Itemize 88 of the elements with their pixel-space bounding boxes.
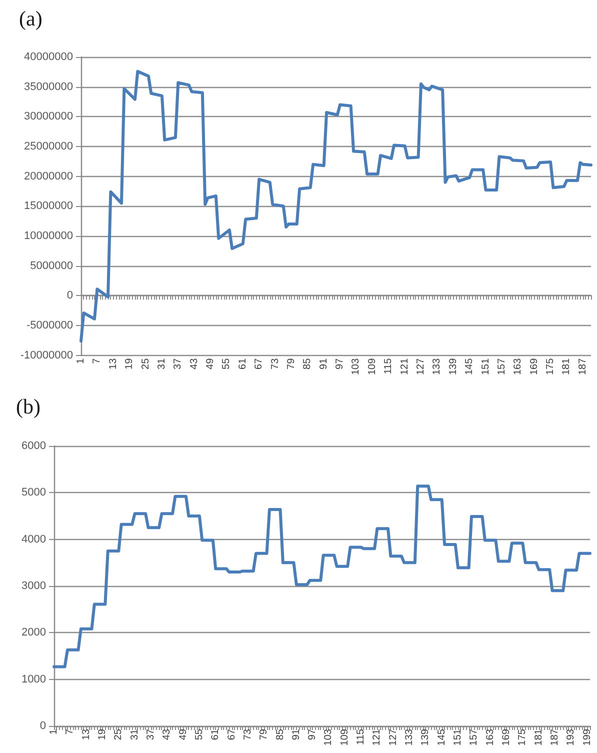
- x-tick-label: 1: [48, 728, 60, 735]
- chart-title: (b): [16, 394, 40, 418]
- x-tick-label: 67: [254, 358, 265, 370]
- x-tick-label: 19: [96, 728, 108, 740]
- x-tick-label: 169: [528, 358, 540, 376]
- x-tick-label: 193: [566, 728, 577, 746]
- x-tick-label: 37: [172, 358, 184, 370]
- x-tick-label: 163: [484, 728, 496, 746]
- x-tick-label: 85: [302, 358, 314, 370]
- x-tick-label: 43: [162, 728, 173, 740]
- x-tick-label: 61: [210, 728, 222, 740]
- x-tick-label: 115: [383, 358, 394, 374]
- x-tick-label: 139: [448, 358, 459, 376]
- chart-title: (a): [19, 6, 42, 30]
- x-tick-label: 187: [549, 728, 560, 746]
- y-tick-label: 0: [66, 290, 73, 302]
- x-tick-label: 181: [533, 728, 544, 746]
- x-tick-label: 55: [194, 728, 205, 740]
- x-tick-label: 157: [496, 358, 508, 376]
- y-tick-label: 20000000: [24, 170, 73, 182]
- x-tick-label: 175: [517, 728, 528, 746]
- x-tick-label: 109: [366, 358, 378, 376]
- y-tick-label: 3000: [22, 580, 46, 592]
- y-tick-label: 4000: [22, 533, 46, 546]
- x-tick-label: 181: [561, 358, 572, 376]
- x-tick-label: 79: [258, 728, 270, 740]
- x-tick-label: 187: [577, 358, 588, 376]
- x-tick-label: 7: [64, 728, 76, 735]
- x-tick-label: 43: [188, 358, 200, 370]
- x-tick-label: 145: [464, 358, 476, 376]
- x-tick-label: 145: [436, 728, 448, 746]
- y-tick-label: 5000: [22, 486, 46, 499]
- y-tick-label: -10000000: [20, 349, 73, 362]
- x-tick-label: 127: [388, 728, 399, 746]
- x-tick-label: 25: [113, 728, 124, 740]
- line-series: [80, 70, 592, 342]
- x-tick-label: 127: [416, 358, 426, 376]
- x-tick-label: 133: [432, 358, 443, 376]
- x-tick-label: 61: [237, 358, 248, 370]
- x-tick-label: 199: [582, 728, 593, 746]
- x-tick-label: 97: [307, 728, 318, 740]
- x-tick-label: 25: [140, 358, 152, 370]
- x-tick-label: 97: [334, 358, 346, 370]
- x-tick-label: 151: [452, 728, 464, 746]
- x-tick-label: 103: [323, 728, 334, 746]
- line-series: [52, 484, 592, 668]
- y-tick-label: 0: [40, 720, 46, 732]
- x-tick-label: 109: [339, 728, 350, 746]
- x-tick-label: 79: [286, 358, 297, 370]
- x-tick-label: 163: [512, 358, 524, 376]
- x-tick-label: 31: [129, 728, 140, 740]
- y-tick-label: 2000: [22, 626, 46, 639]
- x-tick-label: 1: [76, 358, 86, 364]
- y-tick-label: 6000: [22, 440, 46, 452]
- y-tick-label: 40000000: [24, 51, 73, 63]
- x-tick-label: 91: [318, 358, 330, 370]
- x-tick-label: 157: [468, 728, 480, 746]
- y-tick-label: 35000000: [24, 80, 73, 93]
- x-tick-label: 73: [242, 728, 254, 740]
- x-tick-label: 37: [145, 728, 156, 740]
- x-tick-label: 91: [290, 728, 302, 740]
- x-tick-label: 151: [480, 358, 492, 376]
- x-tick-label: 13: [80, 728, 92, 740]
- x-tick-label: 55: [221, 358, 232, 370]
- x-tick-label: 169: [501, 728, 512, 746]
- x-tick-label: 13: [108, 358, 119, 370]
- x-tick-label: 49: [178, 728, 189, 740]
- y-tick-label: 5000000: [30, 260, 73, 272]
- y-tick-label: 25000000: [24, 140, 73, 152]
- x-tick-label: 103: [350, 358, 362, 376]
- y-tick-label: 10000000: [24, 230, 73, 242]
- y-tick-label: 1000: [22, 673, 46, 686]
- x-tick-label: 7: [92, 358, 103, 364]
- x-tick-label: 139: [420, 728, 432, 746]
- x-tick-label: 31: [156, 358, 168, 370]
- x-tick-label: 133: [404, 728, 416, 746]
- x-tick-label: 85: [274, 728, 286, 740]
- x-tick-label: 67: [226, 728, 238, 740]
- x-tick-label: 49: [205, 358, 216, 370]
- y-tick-label: 15000000: [24, 200, 73, 212]
- y-tick-label: -5000000: [26, 319, 73, 332]
- x-tick-label: 115: [356, 728, 367, 745]
- x-tick-label: 121: [399, 358, 410, 376]
- x-tick-label: 19: [124, 358, 136, 370]
- y-tick-label: 30000000: [24, 110, 73, 123]
- x-tick-label: 73: [270, 358, 281, 370]
- x-tick-label: 175: [545, 358, 556, 376]
- x-tick-label: 121: [372, 728, 383, 746]
